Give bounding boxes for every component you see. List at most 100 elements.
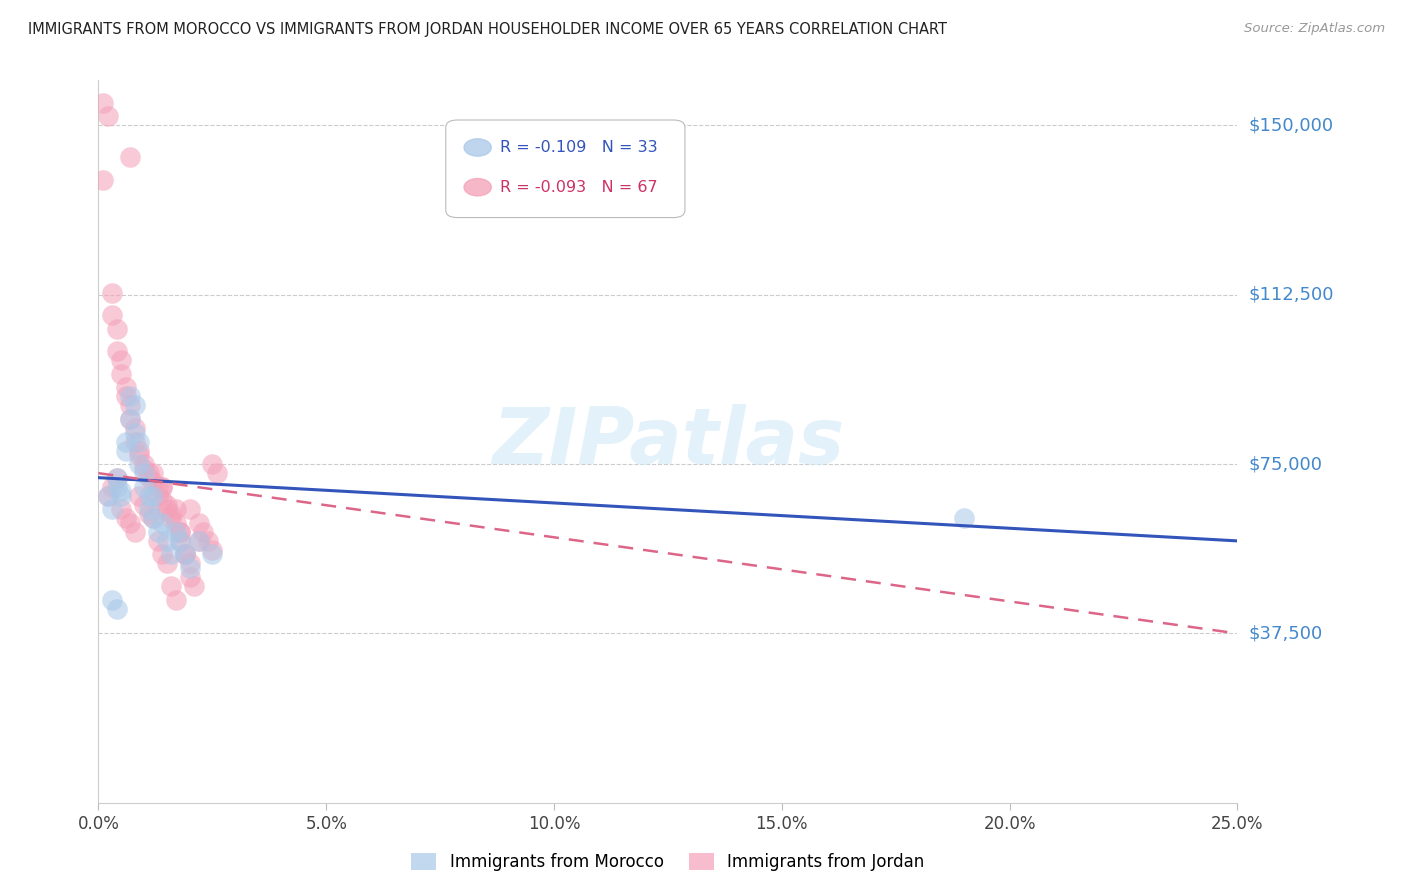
Point <box>142 511 165 525</box>
Point <box>101 308 124 322</box>
Point <box>142 489 165 503</box>
Point <box>105 344 128 359</box>
Point <box>179 570 201 584</box>
Point <box>193 524 215 539</box>
Point <box>120 412 142 426</box>
Point <box>132 466 155 480</box>
Point <box>187 516 209 530</box>
Text: Source: ZipAtlas.com: Source: ZipAtlas.com <box>1244 22 1385 36</box>
Point <box>150 493 173 508</box>
Point <box>91 95 114 110</box>
Point <box>101 285 124 300</box>
Point <box>150 480 173 494</box>
Point <box>101 480 124 494</box>
Point <box>120 412 142 426</box>
Point <box>169 533 191 548</box>
Point <box>114 434 136 449</box>
Point <box>174 548 197 562</box>
Point <box>165 592 187 607</box>
Point <box>105 470 128 484</box>
Point <box>197 533 219 548</box>
Point <box>138 466 160 480</box>
Text: $75,000: $75,000 <box>1249 455 1323 473</box>
Point <box>105 601 128 615</box>
Point <box>132 457 155 471</box>
Point <box>124 434 146 449</box>
Point <box>138 489 160 503</box>
Point <box>114 511 136 525</box>
Point <box>120 398 142 412</box>
Text: R = -0.093   N = 67: R = -0.093 N = 67 <box>501 179 658 194</box>
Point <box>110 502 132 516</box>
Legend: Immigrants from Morocco, Immigrants from Jordan: Immigrants from Morocco, Immigrants from… <box>405 846 931 878</box>
Point <box>132 461 155 475</box>
Point <box>156 533 179 548</box>
Point <box>165 502 187 516</box>
Point <box>120 389 142 403</box>
Point <box>124 398 146 412</box>
Point <box>105 480 128 494</box>
Point <box>91 172 114 186</box>
Point <box>110 353 132 368</box>
Point <box>105 321 128 335</box>
Text: $112,500: $112,500 <box>1249 285 1334 304</box>
Circle shape <box>464 139 491 156</box>
Point <box>101 592 124 607</box>
Point <box>174 548 197 562</box>
Point <box>110 489 132 503</box>
Point <box>201 548 224 562</box>
Point <box>138 502 160 516</box>
Point <box>128 448 150 462</box>
Point <box>953 511 976 525</box>
Point <box>120 150 142 164</box>
Point <box>114 389 136 403</box>
Text: $37,500: $37,500 <box>1249 624 1323 642</box>
Point <box>120 516 142 530</box>
Point <box>150 516 173 530</box>
Point <box>96 109 118 123</box>
Point <box>150 480 173 494</box>
Point <box>114 380 136 394</box>
Point <box>128 457 150 471</box>
Point <box>156 557 179 571</box>
Point <box>183 579 205 593</box>
Point <box>169 524 191 539</box>
Point <box>201 457 224 471</box>
Point <box>179 561 201 575</box>
Point <box>142 466 165 480</box>
Point <box>110 484 132 499</box>
Text: $150,000: $150,000 <box>1249 117 1333 135</box>
Point <box>146 480 169 494</box>
FancyBboxPatch shape <box>446 120 685 218</box>
Point <box>142 511 165 525</box>
Point <box>138 507 160 521</box>
Point <box>96 489 118 503</box>
Point <box>138 470 160 484</box>
Point <box>142 475 165 490</box>
Point <box>156 502 179 516</box>
Point <box>179 502 201 516</box>
Point <box>160 507 183 521</box>
Point <box>160 511 183 525</box>
Point <box>174 548 197 562</box>
Text: ZIPatlas: ZIPatlas <box>492 403 844 480</box>
Point <box>169 533 191 548</box>
Point <box>169 524 191 539</box>
Point <box>179 557 201 571</box>
Point <box>128 489 150 503</box>
Point <box>124 425 146 440</box>
Point <box>150 548 173 562</box>
Point <box>114 443 136 458</box>
Point <box>110 367 132 381</box>
Point <box>187 533 209 548</box>
Point <box>160 579 183 593</box>
Point <box>165 516 187 530</box>
Point <box>146 524 169 539</box>
Point <box>132 480 155 494</box>
Point <box>201 542 224 557</box>
Point <box>187 533 209 548</box>
Point <box>96 489 118 503</box>
Point <box>124 524 146 539</box>
Text: R = -0.109   N = 33: R = -0.109 N = 33 <box>501 140 658 155</box>
Point <box>156 498 179 512</box>
